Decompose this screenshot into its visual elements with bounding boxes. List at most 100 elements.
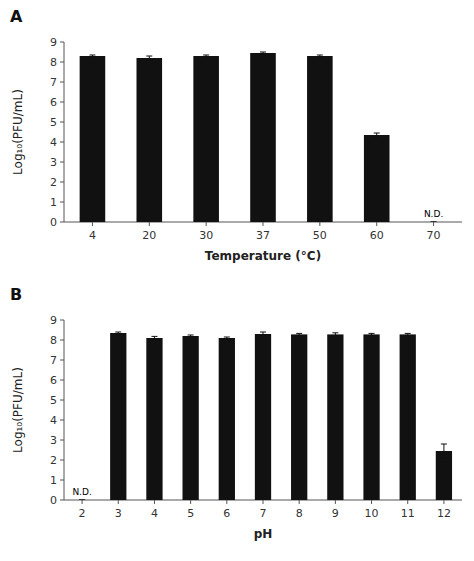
error-bar xyxy=(260,332,266,336)
x-tick-label: 60 xyxy=(370,229,384,242)
panel-title: A xyxy=(10,7,23,26)
error-bar xyxy=(224,337,230,339)
y-tick xyxy=(60,360,64,361)
x-tick-label: 30 xyxy=(199,229,213,242)
x-tick xyxy=(376,222,377,226)
x-tick-label: 3 xyxy=(115,507,122,520)
y-tick xyxy=(60,182,64,183)
error-bar xyxy=(405,333,411,335)
y-tick xyxy=(60,340,64,341)
error-bar xyxy=(115,332,121,334)
x-tick xyxy=(433,222,434,226)
bar xyxy=(364,135,390,222)
y-tick-label: 7 xyxy=(50,354,57,367)
y-tick xyxy=(60,440,64,441)
y-tick xyxy=(60,62,64,63)
x-tick xyxy=(226,500,227,504)
bar xyxy=(421,222,447,223)
bar xyxy=(182,336,198,500)
x-tick-label: 7 xyxy=(260,507,267,520)
x-tick xyxy=(206,222,207,226)
x-tick-label: 70 xyxy=(427,229,441,242)
y-tick xyxy=(60,480,64,481)
y-tick-label: 3 xyxy=(50,156,57,169)
x-tick xyxy=(299,500,300,504)
y-tick-label: 4 xyxy=(50,136,57,149)
y-tick-label: 9 xyxy=(50,314,57,327)
y-tick-label: 3 xyxy=(50,434,57,447)
y-tick-label: 6 xyxy=(50,374,57,387)
x-tick xyxy=(263,222,264,226)
y-tick-label: 1 xyxy=(50,196,57,209)
x-tick xyxy=(319,222,320,226)
panel: B012345678923456789101112pHLog₁₀(PFU/mL)… xyxy=(10,285,462,541)
bar xyxy=(219,338,235,500)
error-bar xyxy=(374,133,380,137)
bar xyxy=(136,58,162,222)
error-bar xyxy=(89,55,95,57)
x-axis-label: Temperature (°C) xyxy=(205,249,321,263)
chart-container: A01234567894203037506070Temperature (°C)… xyxy=(0,0,474,561)
y-axis-label: Log₁₀(PFU/mL) xyxy=(11,89,25,175)
y-axis xyxy=(64,320,65,500)
y-tick xyxy=(60,42,64,43)
x-tick xyxy=(263,500,264,504)
y-tick-label: 9 xyxy=(50,36,57,49)
bar xyxy=(250,53,276,222)
x-tick xyxy=(154,500,155,504)
error-bar xyxy=(296,333,302,335)
annotation: N.D. xyxy=(424,209,443,219)
y-tick xyxy=(60,122,64,123)
bar xyxy=(307,56,333,222)
y-tick-label: 0 xyxy=(50,494,57,507)
y-tick xyxy=(60,460,64,461)
y-tick-label: 6 xyxy=(50,96,57,109)
x-tick-label: 37 xyxy=(256,229,270,242)
y-axis xyxy=(64,42,65,222)
x-tick xyxy=(118,500,119,504)
error-bar xyxy=(203,55,209,57)
bar xyxy=(327,334,343,500)
x-tick-label: 8 xyxy=(296,507,303,520)
bar xyxy=(74,500,90,501)
x-tick xyxy=(190,500,191,504)
y-tick-label: 5 xyxy=(50,116,57,129)
error-bar xyxy=(332,333,338,336)
bar xyxy=(255,334,271,500)
y-tick-label: 4 xyxy=(50,414,57,427)
y-tick-label: 7 xyxy=(50,76,57,89)
x-tick-label: 5 xyxy=(187,507,194,520)
y-tick-label: 5 xyxy=(50,394,57,407)
y-tick-label: 0 xyxy=(50,216,57,229)
error-bar xyxy=(260,52,266,54)
marks xyxy=(80,52,437,222)
marks xyxy=(79,332,452,500)
x-tick xyxy=(407,500,408,504)
x-tick-label: 4 xyxy=(151,507,158,520)
y-tick xyxy=(60,162,64,163)
y-tick-label: 1 xyxy=(50,474,57,487)
bar xyxy=(146,338,162,500)
y-axis-label: Log₁₀(PFU/mL) xyxy=(11,367,25,453)
y-tick-label: 8 xyxy=(50,334,57,347)
y-tick xyxy=(60,420,64,421)
y-tick xyxy=(60,400,64,401)
x-tick-label: 9 xyxy=(332,507,339,520)
y-tick-label: 8 xyxy=(50,56,57,69)
y-tick xyxy=(60,222,64,223)
bar xyxy=(193,56,219,222)
y-tick xyxy=(60,380,64,381)
x-tick-label: 10 xyxy=(365,507,379,520)
error-bar xyxy=(151,336,157,339)
annotation: N.D. xyxy=(72,487,91,497)
error-bar xyxy=(369,333,375,335)
error-bar xyxy=(317,55,323,57)
y-tick xyxy=(60,500,64,501)
x-tick xyxy=(82,500,83,504)
x-axis-label: pH xyxy=(254,527,273,541)
bar xyxy=(400,334,416,500)
error-bar xyxy=(441,444,447,458)
bar xyxy=(291,334,307,500)
error-bar xyxy=(431,222,437,223)
y-tick-label: 2 xyxy=(50,454,57,467)
